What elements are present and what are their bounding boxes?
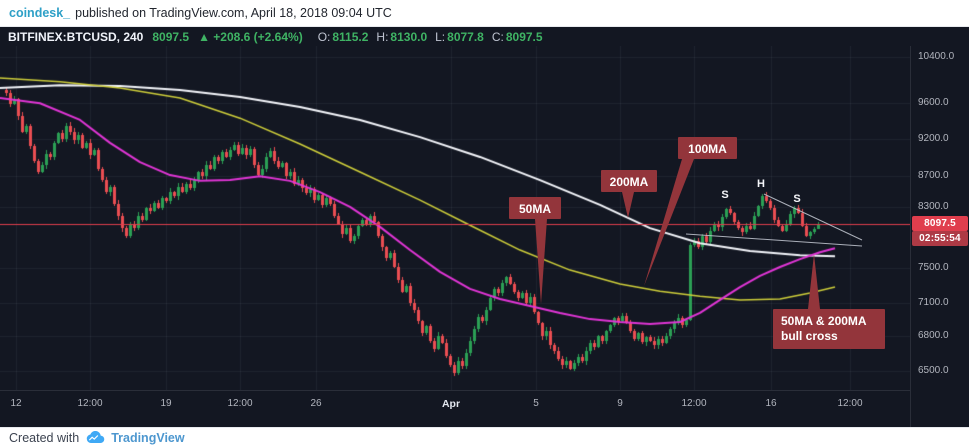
ohlc-value: 8115.2 [332, 29, 369, 44]
price-axis-label: 8300.0 [918, 201, 949, 212]
symbol-title[interactable]: BITFINEX:BTCUSD, 240 [8, 29, 144, 44]
callout-tail [622, 192, 634, 218]
price-axis-label: 6800.0 [918, 330, 949, 341]
tradingview-brand-link[interactable]: TradingView [111, 431, 185, 445]
tradingview-logo-icon[interactable] [85, 431, 105, 445]
price-axis-label: 9200.0 [918, 133, 949, 144]
time-axis-label: 19 [160, 398, 172, 409]
chart-region: S H S 50MA 200MA 100MA 50MA & 200MA bull cross … [0, 46, 969, 427]
time-axis-label: 12:00 [837, 398, 863, 409]
current-price-badge: 8097.5 [912, 216, 968, 231]
price-axis-label: 7500.0 [918, 262, 949, 273]
trendline[interactable] [763, 193, 863, 241]
callout-box[interactable] [509, 197, 561, 219]
publisher-username-link[interactable]: coindesk_ [9, 6, 71, 20]
price-axis-label: 10400.0 [918, 51, 955, 62]
callout-box[interactable] [601, 170, 657, 192]
price-change: ▲ +208.6 (+2.64%) [198, 30, 303, 44]
head-shoulders-label[interactable]: S [721, 189, 728, 201]
ohlc-value: 8077.8 [447, 29, 484, 44]
price-axis-label: 6500.0 [918, 365, 949, 376]
time-axis-label: 16 [765, 398, 777, 409]
chart-canvas[interactable] [0, 46, 910, 390]
callout-box[interactable] [678, 137, 737, 159]
bar-countdown-badge: 02:55:54 [912, 231, 968, 246]
ohlc-label: O: [317, 29, 331, 44]
callout-tail [644, 159, 694, 286]
price-axis-label: 7100.0 [918, 297, 949, 308]
price-axis-label: 8700.0 [918, 170, 949, 181]
callout-tail [535, 219, 547, 304]
time-axis[interactable]: 12 12:00 19 12:00 26 Apr 5 9 12:00 16 12:00 [0, 390, 910, 427]
head-shoulders-label[interactable]: S [793, 193, 800, 205]
price-axis-label: 9600.0 [918, 97, 949, 108]
callout-tail [808, 254, 820, 309]
callout-text: 100MA [688, 142, 727, 156]
time-axis-label: Apr [441, 398, 461, 410]
head-shoulders-label[interactable]: H [757, 178, 765, 190]
ohlc-value: 8130.0 [390, 29, 428, 44]
change-text: +208.6 (+2.64%) [213, 29, 303, 44]
ohlc-value: 8097.5 [505, 29, 543, 44]
time-axis-label: 5 [533, 398, 539, 409]
callout-text: 200MA [610, 175, 649, 189]
symbol-info-bar: BITFINEX:BTCUSD, 240 8097.5 ▲ +208.6 (+2… [0, 27, 969, 46]
time-axis-label: 9 [617, 398, 623, 409]
time-axis-label: 12 [10, 398, 22, 409]
publisher-text: published on TradingView.com, April 18, … [75, 6, 392, 20]
up-arrow-icon: ▲ [198, 29, 210, 44]
callout-text: 50MA [519, 202, 551, 216]
price-axis[interactable]: 10400.0 9600.0 9200.0 8700.0 8300.0 7500.0 710… [910, 46, 969, 427]
time-axis-label: 12:00 [227, 398, 253, 409]
trendline[interactable] [685, 233, 863, 247]
footer-bar: Created with TradingView [0, 427, 969, 448]
ohlc-readout: O: 8115.2 H: 8130.0 L: 8077.8 C: 8097.5 [312, 30, 543, 44]
ohlc-label: C: [491, 29, 504, 44]
publisher-bar: coindesk_ published on TradingView.com, … [0, 0, 969, 27]
created-with-text: Created with [9, 431, 80, 445]
time-axis-label: 26 [310, 398, 322, 409]
ohlc-label: L: [435, 29, 446, 44]
callout-text: bull cross [781, 329, 838, 343]
time-axis-label: 12:00 [681, 398, 707, 409]
time-axis-label: 12:00 [77, 398, 103, 409]
ohlc-label: H: [376, 29, 389, 44]
last-price: 8097.5 [152, 29, 190, 44]
callout-text: 50MA & 200MA [781, 314, 867, 328]
callout-box[interactable] [773, 309, 885, 349]
